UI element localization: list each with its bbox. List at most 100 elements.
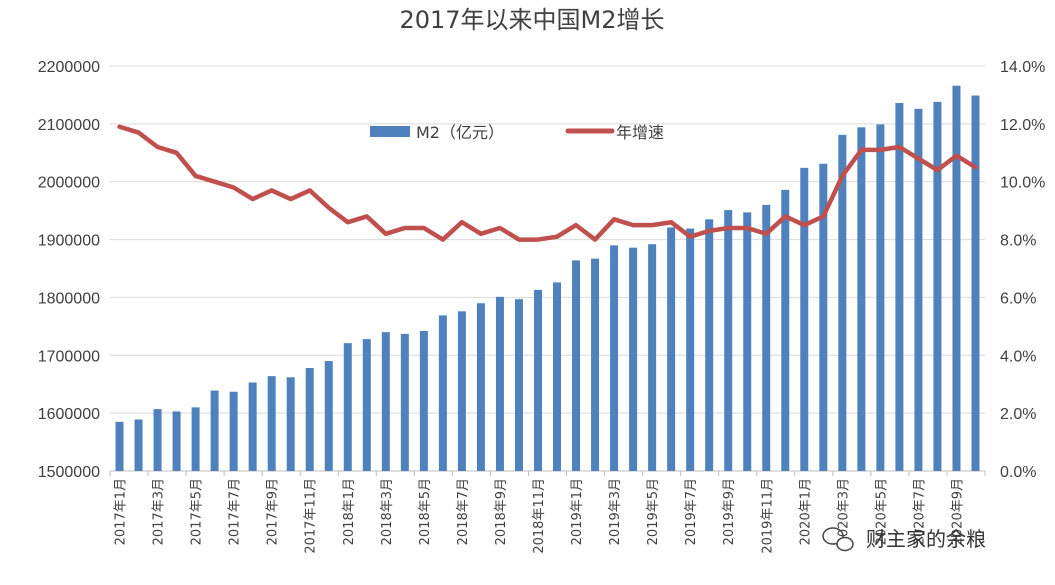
m2-bar (533, 289, 542, 471)
m2-bar (724, 210, 733, 472)
x-axis-tick: 2019年5月 (646, 478, 661, 545)
right-axis-tick: 10.0% (1000, 175, 1045, 192)
growth-line (117, 124, 978, 242)
m2-bar (495, 296, 504, 471)
m2-bar (914, 108, 923, 472)
m2-bar (553, 282, 562, 471)
x-axis-tick: 2017年11月 (304, 478, 319, 554)
left-axis-tick: 1500000 (38, 464, 100, 481)
m2-bar (743, 212, 752, 471)
m2-bar (419, 330, 428, 471)
m2-bar (457, 311, 466, 471)
m2-bar (667, 227, 676, 471)
m2-bar (115, 421, 124, 471)
right-axis-tick: 4.0% (1000, 348, 1036, 365)
m2-bar (134, 419, 143, 471)
growth-line-path (117, 124, 978, 242)
m2-bar (248, 382, 257, 471)
x-axis-tick: 2020年5月 (874, 478, 889, 545)
x-axis-tick: 2018年9月 (494, 478, 509, 545)
x-axis-tick: 2017年3月 (152, 478, 167, 545)
x-axis-tick: 2018年11月 (532, 478, 547, 554)
m2-bar (933, 101, 942, 471)
left-axis-tick: 2000000 (38, 175, 100, 192)
m2-bar (686, 228, 695, 471)
m2-bar (362, 339, 371, 471)
legend-bar-swatch (370, 126, 410, 137)
x-axis-tick: 2020年7月 (912, 478, 927, 545)
legend-growth-label: 年增速 (616, 123, 664, 142)
m2-bar (153, 409, 162, 471)
m2-bar (324, 361, 333, 471)
right-axis-tick: 12.0% (1000, 117, 1045, 134)
m2-bar (762, 204, 771, 471)
m2-bar (705, 219, 714, 471)
x-axis-tick: 2019年9月 (722, 478, 737, 545)
x-axis-tick: 2020年1月 (798, 478, 813, 545)
m2-bar (800, 167, 809, 472)
m2-bar (381, 332, 390, 471)
legend: M2（亿元） 年增速 (370, 123, 664, 142)
m2-bar (305, 368, 314, 471)
x-axis-tick: 2019年7月 (684, 478, 699, 545)
right-axis-labels: 0.0% 2.0% 4.0% 6.0% 8.0% 10.0% 12.0% 14.0% (1000, 59, 1045, 481)
x-axis-tick: 2018年3月 (380, 478, 395, 545)
m2-bar (476, 303, 485, 471)
gridlines (109, 65, 986, 476)
x-axis-tick: 2017年1月 (114, 478, 129, 545)
x-axis-tick: 2018年7月 (456, 478, 471, 545)
m2-bar (610, 245, 619, 471)
m2-bar (781, 189, 790, 472)
x-axis-tick: 2019年1月 (570, 478, 585, 545)
legend-m2-label: M2（亿元） (416, 123, 504, 142)
m2-bar (286, 377, 295, 471)
m2-bar (210, 390, 219, 471)
left-axis-tick: 1800000 (38, 290, 100, 307)
m2-bar (952, 85, 961, 472)
x-axis-tick: 2018年1月 (342, 478, 357, 545)
m2-bar (267, 376, 276, 471)
left-axis-tick: 1700000 (38, 348, 100, 365)
right-axis-tick: 14.0% (1000, 59, 1045, 76)
m2-bar (172, 411, 181, 471)
x-axis-tick: 2018年5月 (418, 478, 433, 545)
m2-bar (838, 134, 847, 471)
m2-bar (229, 391, 238, 471)
x-axis-tick: 2019年3月 (608, 478, 623, 545)
m2-bar (343, 343, 352, 471)
x-axis-tick: 2017年5月 (190, 478, 205, 545)
x-axis-tick: 2020年9月 (950, 478, 965, 545)
m2-bar (819, 163, 828, 471)
left-axis-tick: 2100000 (38, 117, 100, 134)
x-axis-tick: 2017年7月 (228, 478, 243, 545)
watermark-text: 财主家的余粮 (866, 527, 986, 551)
left-axis-tick: 2200000 (38, 59, 100, 76)
m2-bars (115, 85, 980, 472)
m2-bar (591, 258, 600, 471)
wechat-icon (822, 527, 854, 552)
x-axis-tick: 2019年11月 (760, 478, 775, 554)
m2-bar (514, 299, 523, 471)
m2-bar (191, 407, 200, 471)
m2-bar (648, 244, 657, 471)
right-axis-tick: 2.0% (1000, 406, 1036, 423)
right-axis-tick: 8.0% (1000, 233, 1036, 250)
left-axis-tick: 1900000 (38, 233, 100, 250)
watermark: 财主家的余粮 (822, 527, 986, 552)
m2-bar (629, 247, 638, 471)
x-axis-tick: 2020年3月 (836, 478, 851, 545)
x-axis-tick: 2017年9月 (266, 478, 281, 545)
x-axis-labels: 2017年1月 2017年3月 2017年5月 2017年7月 2017年9月 2017年… (114, 478, 966, 554)
m2-bar (876, 124, 885, 471)
m2-bar (857, 127, 866, 471)
right-axis-tick: 0.0% (1000, 464, 1036, 481)
m2-bar (895, 103, 904, 472)
chart-title: 2017年以来中国M2增长 (399, 6, 664, 34)
m2-bar (572, 260, 581, 471)
left-axis-labels: 1500000 1600000 1700000 1800000 1900000 20000… (38, 59, 100, 481)
left-axis-tick: 1600000 (38, 406, 100, 423)
m2-bar (438, 315, 447, 471)
m2-bar (971, 95, 980, 471)
m2-bar (400, 333, 409, 471)
